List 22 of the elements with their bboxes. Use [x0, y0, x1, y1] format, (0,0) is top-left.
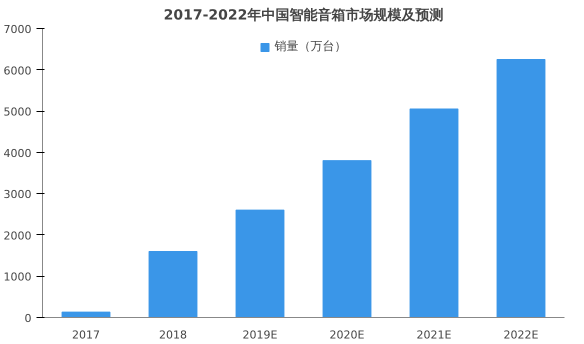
x-tick-label: 2017 — [72, 328, 100, 342]
x-tick-label: 2021E — [416, 328, 452, 342]
y-tick-label: 7000 — [4, 23, 32, 36]
y-tick-label: 6000 — [4, 64, 32, 78]
y-tick-label: 5000 — [4, 106, 32, 119]
y-tick-label: 0 — [24, 312, 32, 325]
x-tick-label: 2018 — [159, 328, 188, 342]
bar — [236, 210, 284, 318]
bar — [496, 58, 546, 318]
x-tick-label: 2019E — [242, 328, 278, 342]
y-tick-label: 2000 — [4, 229, 32, 242]
y-tick-label: 1000 — [4, 270, 32, 284]
x-tick-label: 2022E — [504, 328, 539, 342]
x-tick-label: 2020E — [330, 328, 365, 342]
bar — [148, 250, 198, 318]
bar — [62, 312, 110, 318]
bar — [322, 160, 372, 318]
bar — [410, 108, 458, 318]
y-tick-label: 3000 — [4, 188, 32, 202]
legend-label: 销量（万台） — [274, 38, 346, 55]
y-tick-label: 4000 — [4, 146, 32, 160]
chart-title: 2017-2022年中国智能音箱市场规模及预测 — [164, 6, 444, 24]
